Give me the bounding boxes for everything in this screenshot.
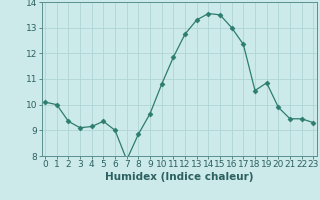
X-axis label: Humidex (Indice chaleur): Humidex (Indice chaleur) [105,172,253,182]
